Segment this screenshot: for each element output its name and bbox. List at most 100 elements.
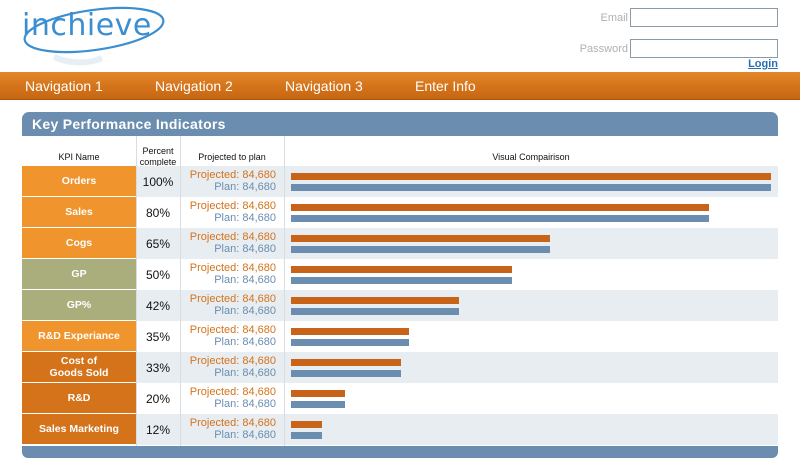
kpi-row-background xyxy=(136,259,778,290)
kpi-percent-cell: 100% xyxy=(142,174,174,189)
kpi-row-background xyxy=(136,290,778,321)
kpi-row: Sales Marketing 12% Projected: 84,680 Plan:… xyxy=(22,414,778,445)
projected-value: Projected: 84,680 xyxy=(189,386,276,398)
column-header-projected: Projected to plan xyxy=(198,151,266,162)
projected-value: Projected: 84,680 xyxy=(189,231,276,243)
email-field[interactable] xyxy=(630,8,778,27)
kpi-projected-cell: Projected: 84,680 Plan: 84,680 xyxy=(180,324,276,348)
kpi-percent-cell: 42% xyxy=(145,298,171,313)
kpi-projected-cell: Projected: 84,680 Plan: 84,680 xyxy=(180,355,276,379)
kpi-projected-cell: Projected: 84,680 Plan: 84,680 xyxy=(180,200,276,224)
plan-value: Plan: 84,680 xyxy=(214,305,276,317)
plan-value: Plan: 84,680 xyxy=(214,274,276,286)
kpi-panel-title: Key Performance Indicators xyxy=(32,116,226,132)
projected-value: Projected: 84,680 xyxy=(189,262,276,274)
kpi-projected-cell: Projected: 84,680 Plan: 84,680 xyxy=(180,231,276,255)
kpi-row-background xyxy=(136,197,778,228)
kpi-row-background xyxy=(136,414,778,445)
projected-value: Projected: 84,680 xyxy=(189,355,276,367)
column-header-visual: Visual Compairison xyxy=(492,151,570,162)
plan-bar xyxy=(291,277,512,284)
kpi-name-cell: Sales Marketing xyxy=(22,414,136,444)
projected-value: Projected: 84,680 xyxy=(189,417,276,429)
column-header-kpi-name: KPI Name xyxy=(58,151,100,162)
nav-item-navigation-1[interactable]: Navigation 1 xyxy=(25,78,103,94)
plan-value: Plan: 84,680 xyxy=(214,181,276,193)
kpi-row-background xyxy=(136,352,778,383)
nav-item-enter-info[interactable]: Enter Info xyxy=(415,78,476,94)
plan-bar xyxy=(291,401,345,408)
projected-bar xyxy=(291,359,401,366)
kpi-name-cell: R&D xyxy=(22,383,136,413)
password-label: Password xyxy=(579,43,628,55)
kpi-percent-cell: 33% xyxy=(145,360,171,375)
kpi-percent-cell: 20% xyxy=(145,391,171,406)
column-divider xyxy=(136,136,137,446)
kpi-name-cell: Cost of Goods Sold xyxy=(22,352,136,382)
plan-bar xyxy=(291,246,550,253)
kpi-row: Sales 80% Projected: 84,680 Plan: 84,680 xyxy=(22,197,778,228)
kpi-row: Orders 100% Projected: 84,680 Plan: 84,680 xyxy=(22,166,778,197)
column-divider xyxy=(180,136,181,446)
plan-value: Plan: 84,680 xyxy=(214,429,276,441)
nav-item-navigation-2[interactable]: Navigation 2 xyxy=(155,78,233,94)
projected-bar xyxy=(291,173,771,180)
plan-bar xyxy=(291,370,401,377)
projected-bar xyxy=(291,390,345,397)
kpi-row: R&D 20% Projected: 84,680 Plan: 84,680 xyxy=(22,383,778,414)
projected-value: Projected: 84,680 xyxy=(189,293,276,305)
nav-item-navigation-3[interactable]: Navigation 3 xyxy=(285,78,363,94)
kpi-name-cell: Cogs xyxy=(22,228,136,258)
kpi-percent-cell: 65% xyxy=(145,236,171,251)
plan-value: Plan: 84,680 xyxy=(214,212,276,224)
kpi-name-cell: R&D Experiance xyxy=(22,321,136,351)
kpi-row: Cogs 65% Projected: 84,680 Plan: 84,680 xyxy=(22,228,778,259)
kpi-percent-cell: 35% xyxy=(145,329,171,344)
plan-value: Plan: 84,680 xyxy=(214,243,276,255)
kpi-projected-cell: Projected: 84,680 Plan: 84,680 xyxy=(180,262,276,286)
kpi-percent-cell: 12% xyxy=(145,422,171,437)
password-field[interactable] xyxy=(630,39,778,58)
column-header-percent-complete: Percent complete xyxy=(139,146,177,167)
plan-bar xyxy=(291,339,409,346)
plan-bar xyxy=(291,215,709,222)
kpi-name-cell: GP% xyxy=(22,290,136,320)
kpi-row: GP% 42% Projected: 84,680 Plan: 84,680 xyxy=(22,290,778,321)
kpi-row-background xyxy=(136,383,778,414)
kpi-panel: Key Performance Indicators KPI Name Perc… xyxy=(22,112,778,458)
login-link[interactable]: Login xyxy=(748,58,778,70)
plan-value: Plan: 84,680 xyxy=(214,336,276,348)
kpi-row-background xyxy=(136,321,778,352)
kpi-percent-cell: 50% xyxy=(145,267,171,282)
kpi-row-background xyxy=(136,166,778,197)
kpi-name-cell: GP xyxy=(22,259,136,289)
column-divider xyxy=(284,136,285,446)
plan-bar xyxy=(291,432,322,439)
main-nav: Navigation 1 Navigation 2 Navigation 3 E… xyxy=(0,72,800,100)
kpi-projected-cell: Projected: 84,680 Plan: 84,680 xyxy=(180,386,276,410)
plan-value: Plan: 84,680 xyxy=(214,398,276,410)
kpi-row-background xyxy=(136,228,778,259)
email-label: Email xyxy=(600,12,628,24)
kpi-percent-cell: 80% xyxy=(145,205,171,220)
kpi-row: Cost of Goods Sold 33% Projected: 84,680 Pl… xyxy=(22,352,778,383)
kpi-projected-cell: Projected: 84,680 Plan: 84,680 xyxy=(180,293,276,317)
plan-bar xyxy=(291,308,459,315)
kpi-row: R&D Experiance 35% Projected: 84,680 Plan: … xyxy=(22,321,778,352)
kpi-row: GP 50% Projected: 84,680 Plan: 84,680 xyxy=(22,259,778,290)
plan-value: Plan: 84,680 xyxy=(214,367,276,379)
kpi-projected-cell: Projected: 84,680 Plan: 84,680 xyxy=(180,417,276,441)
projected-bar xyxy=(291,328,409,335)
logo-text: inchieve xyxy=(22,8,152,43)
projected-bar xyxy=(291,421,322,428)
logo: inchieve xyxy=(14,2,174,68)
kpi-name-cell: Orders xyxy=(22,166,136,196)
kpi-projected-cell: Projected: 84,680 Plan: 84,680 xyxy=(180,169,276,193)
logo-swoosh-icon xyxy=(23,6,165,66)
plan-bar xyxy=(291,184,771,191)
projected-value: Projected: 84,680 xyxy=(189,324,276,336)
kpi-panel-header: Key Performance Indicators xyxy=(22,112,778,136)
projected-value: Projected: 84,680 xyxy=(189,200,276,212)
projected-value: Projected: 84,680 xyxy=(189,169,276,181)
